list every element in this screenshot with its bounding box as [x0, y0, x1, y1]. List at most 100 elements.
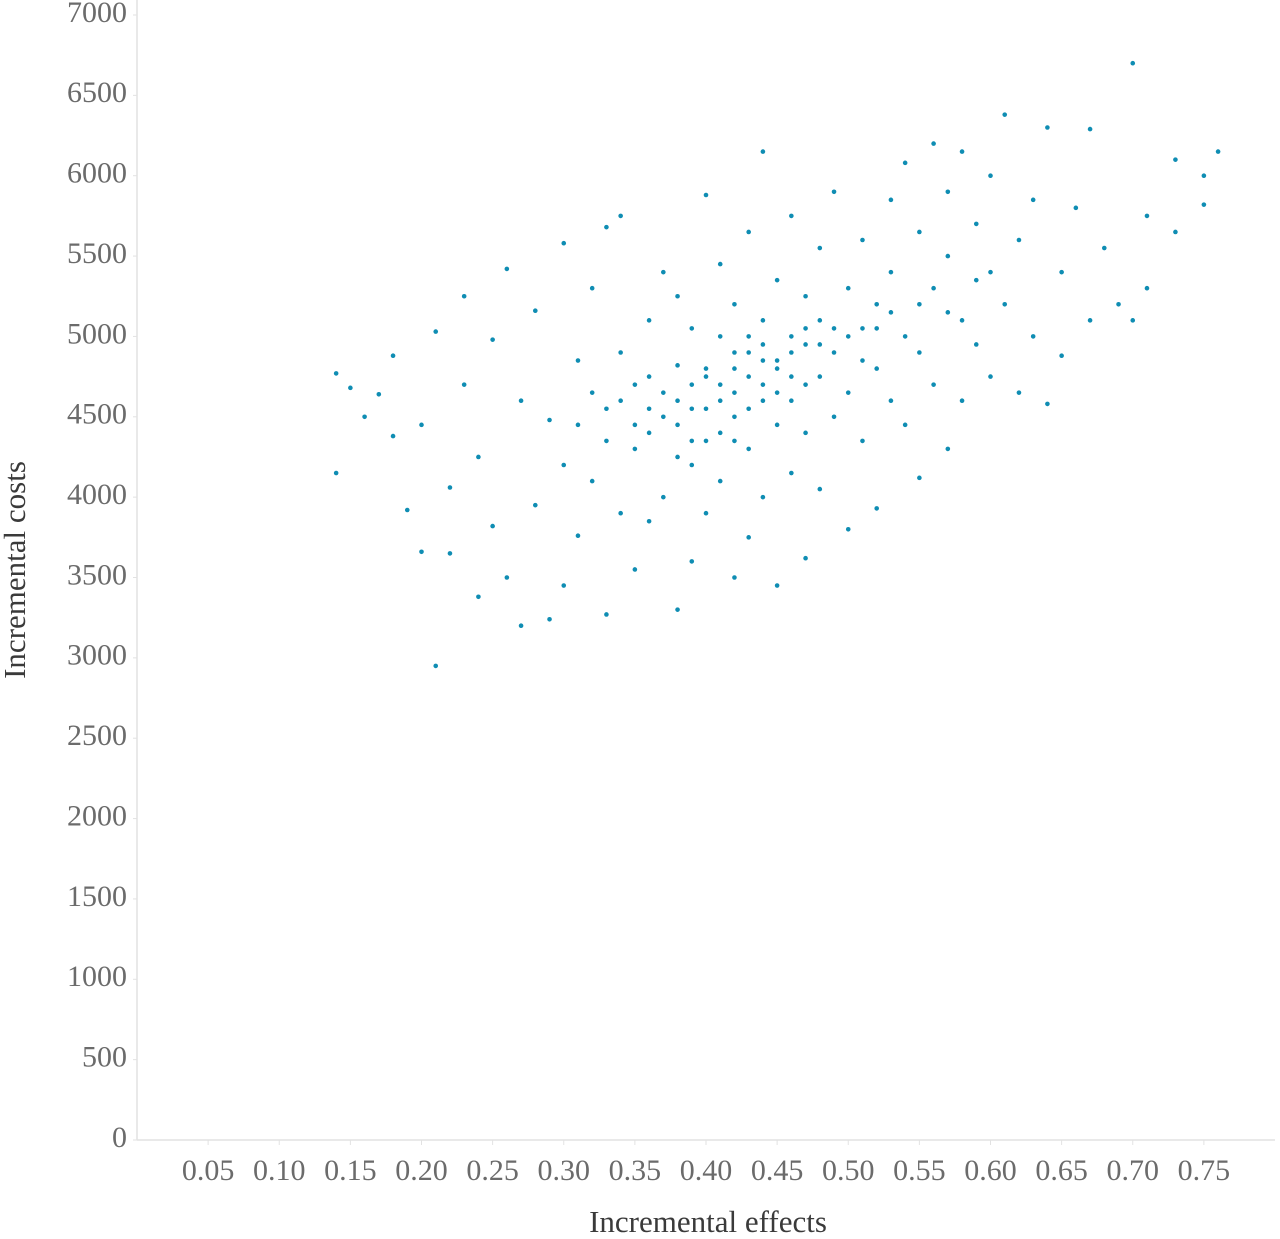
y-tick-label: 7000 [67, 0, 127, 29]
point [874, 506, 879, 511]
point [390, 433, 396, 439]
point [917, 229, 922, 235]
point [973, 342, 979, 347]
point [1045, 401, 1050, 407]
point [746, 229, 751, 235]
point [703, 406, 709, 412]
point [774, 390, 780, 395]
point [547, 417, 552, 423]
point [760, 398, 766, 404]
point [1144, 213, 1150, 219]
point [675, 293, 680, 299]
point [902, 422, 908, 428]
point [575, 533, 581, 539]
point [333, 371, 339, 376]
point [1130, 318, 1136, 323]
point [817, 342, 823, 347]
y-tick-label: 4500 [67, 398, 127, 431]
point [831, 414, 837, 420]
point [860, 438, 865, 444]
point [717, 430, 723, 436]
point [831, 326, 837, 331]
point [774, 366, 780, 371]
x-tick-label: 0.65 [1035, 1154, 1088, 1187]
point [632, 422, 638, 428]
point [1002, 112, 1008, 117]
point [1201, 202, 1207, 207]
point [1016, 237, 1022, 243]
y-tick-label: 3000 [67, 639, 127, 672]
point [618, 350, 623, 355]
point [561, 462, 567, 468]
x-tick-label: 0.30 [538, 1154, 591, 1187]
point [533, 308, 538, 314]
x-tick-label: 0.20 [395, 1154, 448, 1187]
point [589, 285, 595, 291]
point [1144, 285, 1150, 291]
point [390, 353, 396, 359]
point [789, 334, 794, 339]
point [689, 406, 695, 412]
point [732, 414, 737, 420]
point [632, 567, 638, 572]
point [689, 326, 695, 331]
point [760, 494, 766, 500]
y-tick-label: 6500 [67, 76, 127, 109]
point [547, 616, 552, 622]
point [589, 478, 595, 484]
point [803, 382, 808, 387]
point [746, 406, 751, 412]
point [1059, 353, 1064, 359]
point [1087, 318, 1093, 323]
point [717, 382, 723, 387]
point [988, 269, 993, 275]
point [433, 663, 439, 669]
point [632, 382, 638, 387]
point [831, 189, 837, 195]
point [461, 382, 467, 387]
point [618, 510, 623, 516]
point [575, 422, 581, 428]
point [917, 475, 922, 481]
point [717, 334, 723, 339]
point [902, 334, 908, 339]
point [333, 470, 339, 476]
point [575, 358, 581, 363]
point [803, 326, 808, 331]
point [988, 173, 993, 179]
y-tick-label: 5500 [67, 237, 127, 270]
point [476, 454, 481, 460]
point [931, 285, 936, 291]
point [504, 266, 510, 272]
point [362, 414, 367, 420]
point [703, 510, 709, 516]
x-tick-label: 0.05 [182, 1154, 235, 1187]
point [789, 398, 794, 404]
point [845, 526, 851, 532]
point [845, 285, 851, 291]
point [447, 551, 453, 556]
point [490, 337, 495, 342]
point [1045, 125, 1050, 130]
x-tick-label: 0.50 [822, 1154, 875, 1187]
point [604, 612, 609, 617]
point [646, 374, 652, 379]
point [419, 549, 424, 555]
point [703, 366, 709, 371]
point [1130, 60, 1136, 66]
point [618, 213, 623, 219]
point [945, 310, 951, 315]
point [732, 390, 737, 395]
point [703, 438, 709, 444]
point [604, 224, 609, 230]
point [661, 414, 666, 420]
point [945, 253, 951, 259]
x-tick-label: 0.70 [1107, 1154, 1160, 1187]
point [675, 398, 680, 404]
point [945, 189, 951, 195]
y-tick-label: 3500 [67, 558, 127, 591]
point [902, 160, 908, 166]
point [661, 494, 666, 500]
point [746, 374, 751, 379]
point [817, 318, 823, 323]
